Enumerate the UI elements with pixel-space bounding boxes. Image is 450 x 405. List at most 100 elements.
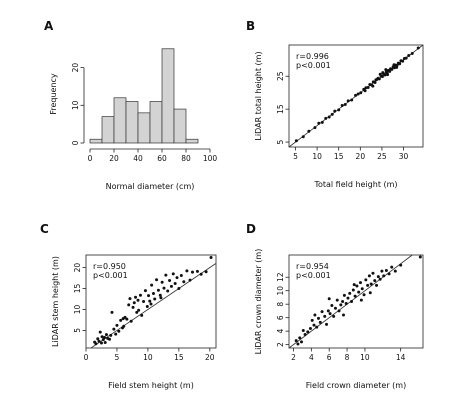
panel-b-plot-area: 5 10 15 20 25 30 5 15 25 Total field height (m) Li… [254,44,424,189]
panel-d-point [380,269,384,273]
panel-a-bar [113,97,127,144]
panel-b-x-tick-label: 15 [334,152,344,161]
panel-d-x-axis-title: Field crown diameter (m) [306,381,406,390]
panel-d-plot-area: 2 4 6 8 10 14 2 4 6 8 10 12 Field crown diameter (m)… [254,249,424,390]
panel-d-point [325,322,329,326]
panel-b-point [388,69,392,73]
panel-c-x-tick-label: 20 [205,353,215,362]
panel-c-point [149,302,153,306]
panel-b-x-tick-label: 20 [356,152,366,161]
panel-d-point [332,314,336,318]
panel-d-point [315,325,319,329]
panel-b-point [317,121,321,125]
panel-c-y-tick-label: 20 [73,263,82,273]
panel-d-point [298,336,302,340]
panel-a-y-axis-title: Frequency [49,73,58,115]
panel-b-x-tick-label: 10 [312,152,322,161]
panel-d-y-tick-label: 4 [276,329,285,334]
panel-c-point [100,335,104,339]
panel-d-point [355,284,359,288]
panel-a-bar [89,138,103,144]
panel-c-y-tick-label: 15 [73,284,82,294]
panel-a-x-axis-title: Normal diameter (cm) [106,182,195,191]
panel-b-x-tick-label: 25 [377,152,387,161]
panel-b-point [363,89,367,93]
panel-a-histogram: A 0 20 40 60 80 100 0 10 20 Normal diameter (cm) F… [44,19,217,191]
panel-a-bar [185,138,199,144]
panel-d-point [320,310,324,314]
panel-c-point [142,300,146,303]
panel-c-letter: C [40,222,49,236]
panel-c-point [127,303,131,307]
panel-b-point [333,109,337,113]
panel-d-point [337,309,341,313]
panel-a-x-tick-label: 100 [203,154,218,163]
panel-b-scatter: B 5 10 15 20 25 30 5 15 25 Total field height (m)… [246,19,424,189]
panel-c-point [132,301,136,305]
panel-d-point [352,283,356,287]
panel-d-point [373,279,377,283]
panel-c-point [160,280,164,284]
panel-c-point [134,295,138,299]
panel-b-y-axis-title: LiDAR total height (m) [254,51,263,140]
panel-d-point [368,291,372,295]
panel-c-y-tick-label: 10 [73,304,82,314]
panel-c-point [137,308,141,312]
panel-d-point [378,277,382,281]
panel-a-x-tick-label: 0 [88,154,93,163]
panel-c-point [97,339,101,343]
panel-c-point [159,296,163,300]
panel-d-point [312,323,316,327]
panel-c-point [99,341,103,345]
panel-c-point [151,292,155,296]
panel-b-letter: B [246,19,255,33]
panel-b-point [384,68,388,72]
panel-c-point [104,333,108,337]
panel-c-point [143,289,147,293]
panel-c-point [179,274,183,278]
panel-b-point [381,71,385,75]
panel-c-point [145,305,149,309]
panel-d-point [376,275,380,279]
panel-c-point [109,333,113,337]
panel-c-point [204,270,208,274]
panel-c-point [125,317,129,321]
panel-d-point [330,304,334,308]
panel-c-point [114,332,118,336]
panel-b-point [340,104,344,108]
panel-b-point [330,112,334,116]
panel-c-point [173,281,177,285]
panel-d-point [350,300,354,303]
panel-d-point [308,326,312,330]
panel-c-point [138,293,142,297]
panel-b-point [401,59,405,63]
panel-c-point [103,341,107,345]
panel-a-bar [161,48,175,144]
panel-c-point [131,305,135,309]
panel-c-point [112,327,116,331]
panel-d-point [341,300,345,303]
panel-b-y-tick-label: 5 [276,139,285,144]
panel-b-annotation-r: r=0.996 [296,52,329,61]
panel-d-point [359,298,363,302]
panel-d-point [301,328,305,332]
panel-d-point [371,271,375,275]
panel-c-point [182,280,186,284]
panel-d-point [341,313,345,317]
panel-c-scatter: C 0 5 10 15 20 5 10 15 20 Field stem height (m) Li… [40,222,217,390]
panel-c-point [171,272,175,276]
panel-c-point [119,318,123,322]
panel-d-point [346,296,350,300]
panel-b-point [374,78,378,82]
panel-d-point [384,269,388,272]
panel-d-point [353,294,357,298]
panel-d-point [362,293,366,297]
panel-d-point [335,298,339,302]
panel-d-point [399,263,403,267]
panel-c-point [153,297,157,301]
panel-b-point [373,81,377,85]
panel-a-y-tick-label: 0 [71,140,80,145]
panel-a-bar [125,101,139,144]
panel-d-point [327,297,331,301]
